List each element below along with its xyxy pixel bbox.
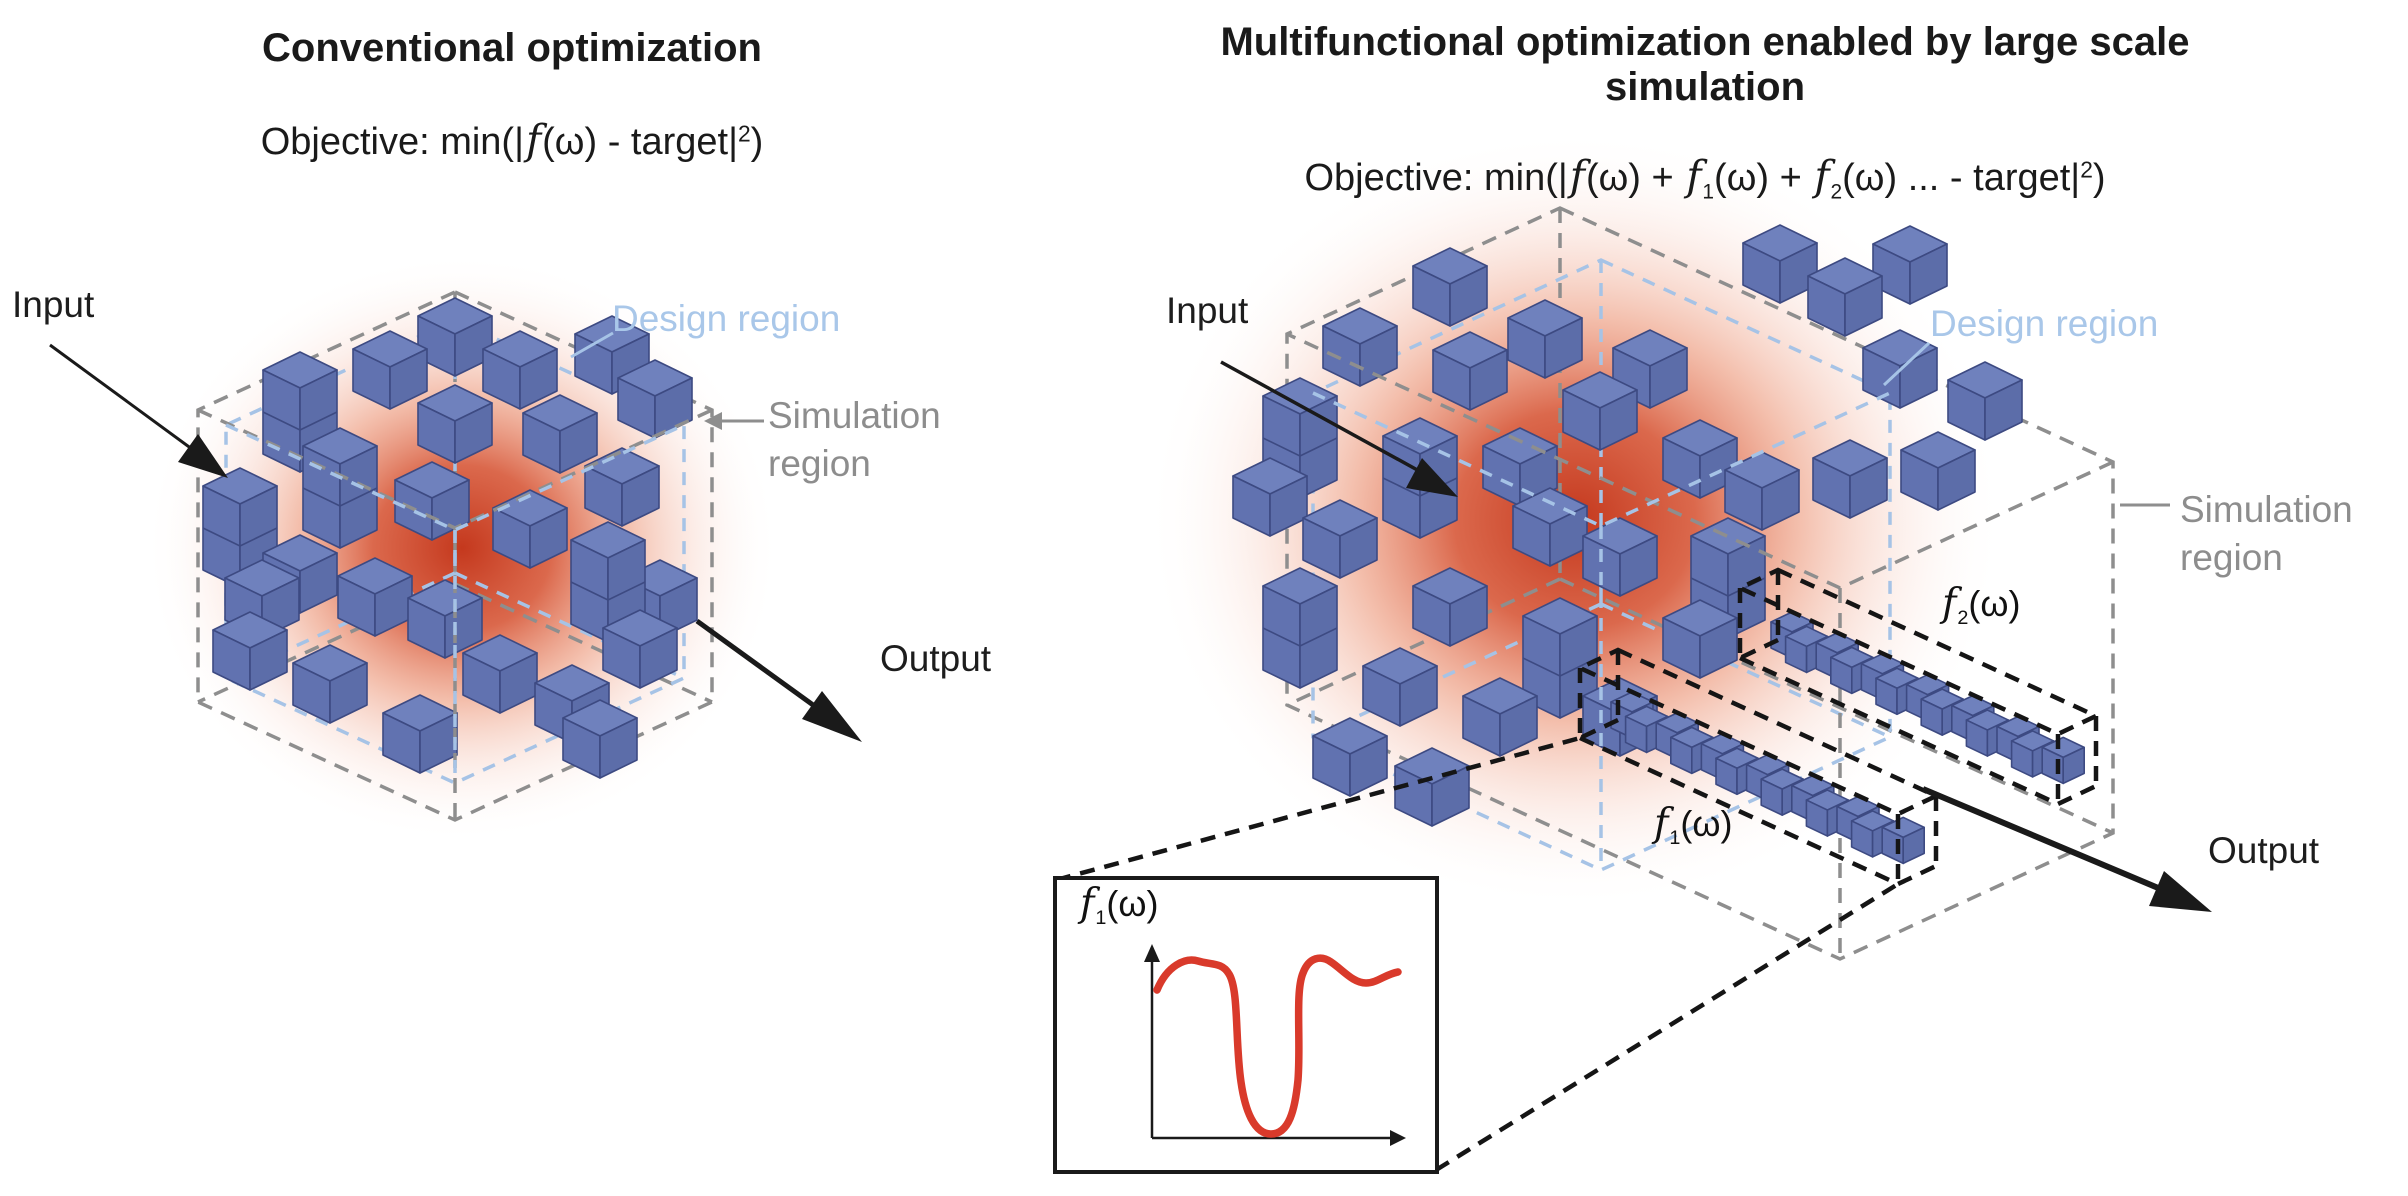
left-output-arrow: [695, 618, 862, 742]
right-design-region-label: Design region: [1930, 303, 2159, 344]
right-design-leader-line: [1882, 341, 1931, 387]
right-objective-formula: Objective: min(|f(ω) + f1(ω) + f2(ω) ...…: [1304, 152, 2106, 204]
inset-spectrum-plot: [1053, 876, 1439, 1174]
design-cube: [1512, 487, 1588, 567]
design-cube: [382, 694, 458, 774]
right-output-arrow: [1921, 786, 2212, 912]
right-panel-title-line1: Multifunctional optimization enabled by …: [1220, 20, 2190, 64]
left-objective-formula: Objective: min(|f(ω) - target|2): [260, 116, 764, 164]
left-panel-title: Conventional optimization: [262, 26, 762, 70]
inset-x-axis-arrowhead: [1390, 1130, 1406, 1146]
right-panel-title-line2: simulation: [1604, 65, 1806, 109]
left-input-label: Input: [12, 284, 95, 325]
design-cube: [462, 634, 538, 714]
waveguide-f1-dashed-box: [1574, 647, 1942, 887]
right-input-arrow: [1220, 360, 1458, 497]
design-cube: [1312, 717, 1388, 797]
design-cube: [337, 557, 413, 637]
design-cube: [1507, 299, 1583, 379]
design-cube: [1807, 257, 1883, 337]
design-cube: [417, 297, 493, 377]
design-cube: [1662, 599, 1738, 679]
waveguide-f1-label: f1(ω): [1654, 801, 1733, 849]
left-simulation-region-label: Simulation region: [768, 395, 941, 485]
inset-f1-axis-label: f1(ω): [1080, 881, 1159, 929]
design-cube: [1362, 647, 1438, 727]
inset-axes: [1150, 950, 1398, 1140]
left-design-region-label: Design region: [612, 298, 841, 339]
left-diagram: [49, 253, 862, 843]
left-outline-front-edges: [197, 408, 713, 820]
right-input-label: Input: [1166, 290, 1249, 331]
design-cube: [1412, 247, 1488, 327]
design-cube: [1382, 417, 1458, 539]
waveguide-f2-dashed-box: [1734, 567, 2102, 807]
design-cube: [1742, 224, 1818, 304]
design-cube: [482, 330, 558, 410]
design-cube: [1412, 567, 1488, 647]
design-cube: [1462, 677, 1538, 757]
design-cube: [1900, 431, 1976, 511]
waveguide-f2-cubes: [1770, 611, 2085, 785]
design-cube: [1562, 371, 1638, 451]
design-cube: [352, 330, 428, 410]
design-cube: [522, 394, 598, 474]
design-cube: [417, 384, 493, 464]
left-output-label: Output: [880, 638, 992, 679]
design-cube: [1322, 307, 1398, 387]
left-design-cubes: [202, 297, 698, 779]
design-cube: [1715, 747, 1759, 796]
inset-response-curve: [1153, 954, 1402, 1138]
design-cube: [1812, 439, 1888, 519]
design-cube: [212, 611, 288, 691]
design-cube: [1432, 331, 1508, 411]
left-design-leader-line: [570, 331, 614, 359]
left-simulation-leader-line: [704, 412, 764, 430]
right-output-label: Output: [2208, 830, 2320, 871]
design-cube: [617, 359, 693, 439]
right-diagram: [1053, 130, 2212, 1174]
design-cube: [492, 489, 568, 569]
design-cube: [202, 467, 278, 589]
left-input-arrow: [49, 343, 228, 478]
inset-connector-lines: [1055, 735, 1900, 1172]
design-cube: [1522, 597, 1598, 719]
design-cube: [1881, 816, 1925, 865]
design-cube: [292, 644, 368, 724]
design-cube: [1232, 457, 1308, 537]
design-cube: [1302, 499, 1378, 579]
design-cube: [1262, 567, 1338, 689]
design-cube: [602, 609, 678, 689]
waveguide-f1-cubes: [1610, 691, 1925, 865]
right-simulation-region-label: Simulation region: [2180, 489, 2353, 579]
waveguide-f2-label: f2(ω): [1942, 581, 2021, 629]
design-cube: [1724, 451, 1800, 531]
design-cube: [2041, 736, 2085, 785]
design-cube: [1920, 688, 1964, 736]
right-panel-title: Multifunctional optimization enabled by …: [1155, 20, 2255, 110]
inset-y-axis-arrowhead: [1144, 944, 1160, 962]
design-cube: [584, 447, 660, 527]
design-cube: [302, 427, 378, 549]
design-cube: [562, 699, 638, 779]
design-cube: [1947, 361, 2023, 441]
